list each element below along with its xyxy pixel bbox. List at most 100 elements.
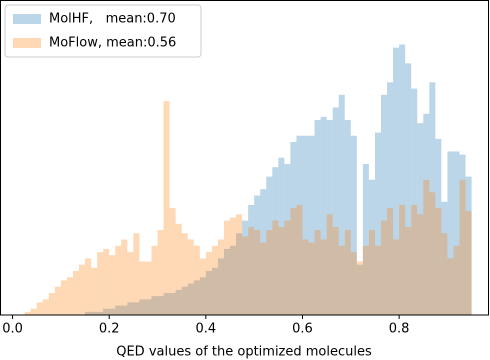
bar: [423, 113, 430, 315]
bar: [453, 151, 460, 315]
bar: [230, 245, 237, 315]
bar: [121, 239, 128, 315]
bar: [157, 230, 164, 315]
bar: [441, 201, 448, 315]
bar: [30, 308, 37, 315]
bar: [230, 217, 237, 315]
bar: [272, 220, 279, 315]
bar: [169, 292, 176, 315]
bar: [127, 252, 134, 315]
bar: [308, 242, 315, 315]
bar: [85, 258, 92, 315]
bar: [393, 47, 400, 316]
bar: [48, 292, 55, 315]
bar: [284, 164, 291, 315]
bar: [429, 82, 436, 316]
bar: [350, 135, 357, 315]
bar: [356, 261, 363, 315]
bar: [72, 270, 80, 315]
bar: [145, 299, 152, 315]
bar: [248, 204, 255, 315]
bar: [314, 230, 321, 315]
bar: [326, 120, 333, 315]
bar: [139, 299, 146, 315]
bar: [236, 214, 243, 315]
bar: [254, 230, 261, 315]
bar: [260, 189, 267, 315]
bar: [320, 116, 327, 316]
bar: [453, 245, 460, 315]
bar: [411, 204, 418, 315]
legend-label: MolHF, mean:0.70: [49, 12, 176, 27]
bar: [308, 135, 315, 315]
bar: [91, 267, 98, 315]
bar: [242, 236, 249, 315]
bar: [302, 135, 309, 315]
bar: [405, 63, 412, 316]
axes-frame: [0, 0, 489, 316]
bar: [169, 208, 176, 315]
bar: [223, 248, 231, 315]
bar: [181, 233, 188, 315]
bar: [380, 220, 388, 315]
bar: [284, 220, 291, 315]
bar: [163, 101, 170, 315]
bar: [121, 305, 128, 315]
bar: [429, 192, 436, 315]
legend-swatch: [13, 14, 41, 24]
x-axis-label: QED values of the optimized molecules: [116, 345, 372, 360]
bar: [36, 302, 43, 315]
bar: [193, 280, 200, 315]
bar: [278, 157, 285, 315]
bar: [91, 311, 98, 315]
bar: [459, 179, 466, 315]
bar: [380, 94, 388, 315]
bar: [66, 277, 73, 315]
legend-swatch: [13, 38, 41, 48]
x-tick-label: 0.8: [389, 322, 410, 337]
bar: [374, 245, 381, 315]
bar: [332, 226, 339, 315]
bar: [465, 211, 472, 315]
bar: [405, 226, 412, 315]
bar: [211, 245, 218, 315]
bar: [199, 277, 206, 315]
bar: [205, 252, 212, 315]
bar: [332, 107, 339, 316]
bar: [338, 245, 345, 315]
bar: [417, 214, 424, 315]
bar: [447, 258, 454, 315]
bar: [368, 230, 375, 315]
bar: [127, 302, 134, 315]
bar: [338, 94, 345, 315]
bar: [97, 311, 104, 315]
bar: [302, 239, 309, 315]
bar: [157, 296, 164, 315]
bar: [193, 245, 200, 315]
bar: [181, 286, 188, 315]
bar: [362, 164, 369, 315]
bar: [362, 245, 369, 315]
bar: [103, 248, 110, 315]
x-tick-label: 0.2: [99, 322, 120, 337]
bar: [151, 245, 158, 315]
bar: [266, 176, 273, 315]
bar: [459, 154, 466, 315]
bar: [399, 44, 406, 315]
bar: [54, 286, 61, 315]
legend-label: MoFlow, mean:0.56: [49, 36, 176, 51]
bar: [217, 258, 224, 315]
bar: [314, 120, 321, 315]
bar: [435, 138, 442, 315]
bar: [326, 214, 333, 315]
bar: [199, 258, 206, 315]
bar: [151, 296, 158, 315]
bar: [133, 233, 140, 315]
bar: [187, 283, 194, 315]
bar: [393, 239, 400, 315]
bar: [223, 220, 231, 315]
x-tick-label: 0.4: [196, 322, 217, 337]
bar: [411, 88, 418, 315]
bar: [42, 299, 49, 315]
bar: [109, 308, 116, 315]
